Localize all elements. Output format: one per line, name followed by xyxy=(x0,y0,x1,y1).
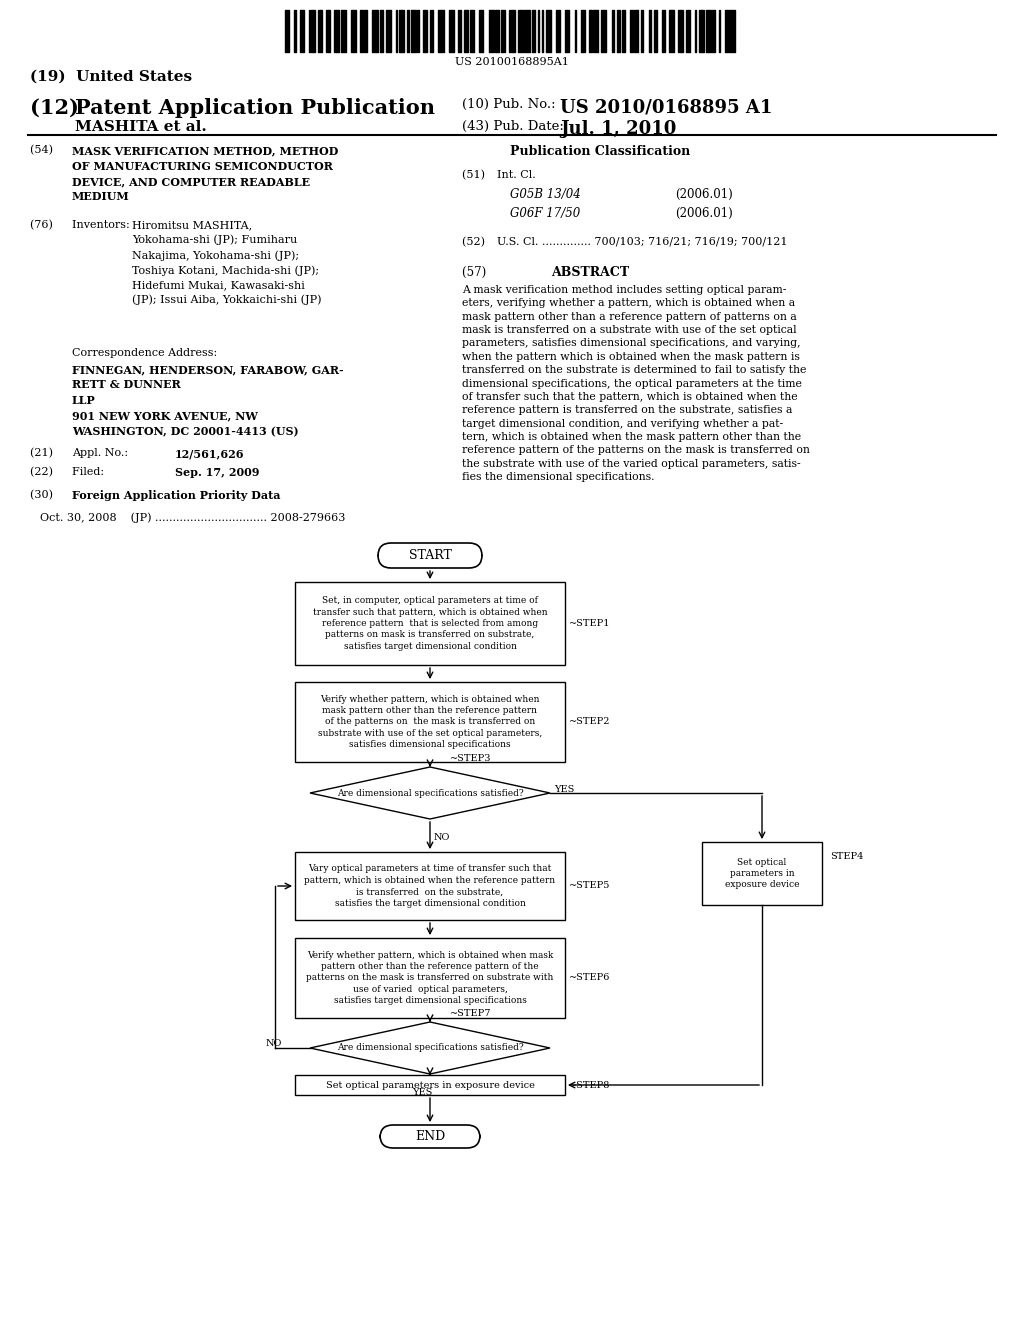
Text: Filed:: Filed: xyxy=(72,467,157,477)
Text: Set optical
parameters in
exposure device: Set optical parameters in exposure devic… xyxy=(725,858,800,890)
Text: (51): (51) xyxy=(462,170,492,181)
Text: Jul. 1, 2010: Jul. 1, 2010 xyxy=(560,120,677,139)
Text: (43) Pub. Date:: (43) Pub. Date: xyxy=(462,120,564,133)
Text: ~STEP2: ~STEP2 xyxy=(569,718,610,726)
Text: Set, in computer, optical parameters at time of
transfer such that pattern, whic: Set, in computer, optical parameters at … xyxy=(312,597,547,651)
Text: YES: YES xyxy=(554,784,574,793)
Text: (54): (54) xyxy=(30,145,60,156)
Text: (21): (21) xyxy=(30,447,60,458)
Polygon shape xyxy=(310,1022,550,1074)
Text: Patent Application Publication: Patent Application Publication xyxy=(75,98,435,117)
Text: MASK VERIFICATION METHOD, METHOD
OF MANUFACTURING SEMICONDUCTOR
DEVICE, AND COMP: MASK VERIFICATION METHOD, METHOD OF MANU… xyxy=(72,145,338,202)
Text: (10) Pub. No.:: (10) Pub. No.: xyxy=(462,98,556,111)
Text: Publication Classification: Publication Classification xyxy=(510,145,690,158)
Text: Verify whether pattern, which is obtained when mask
pattern other than the refer: Verify whether pattern, which is obtaine… xyxy=(306,950,554,1006)
FancyBboxPatch shape xyxy=(380,1125,480,1148)
Bar xyxy=(295,939,565,1018)
Text: Verify whether pattern, which is obtained when
mask pattern other than the refer: Verify whether pattern, which is obtaine… xyxy=(317,694,542,750)
Text: Set optical parameters in exposure device: Set optical parameters in exposure devic… xyxy=(326,1081,535,1089)
Text: Are dimensional specifications satisfied?: Are dimensional specifications satisfied… xyxy=(337,1044,523,1052)
Text: Are dimensional specifications satisfied?: Are dimensional specifications satisfied… xyxy=(337,788,523,797)
Text: (2006.01): (2006.01) xyxy=(675,187,733,201)
Text: G06F 17/50: G06F 17/50 xyxy=(510,207,581,220)
Text: STEP4: STEP4 xyxy=(830,851,863,861)
Text: ~STEP6: ~STEP6 xyxy=(569,974,610,982)
Text: Int. Cl.: Int. Cl. xyxy=(497,170,536,180)
Text: ABSTRACT: ABSTRACT xyxy=(551,267,629,279)
Text: Sep. 17, 2009: Sep. 17, 2009 xyxy=(175,467,259,478)
Text: Oct. 30, 2008    (JP) ................................ 2008-279663: Oct. 30, 2008 (JP) .....................… xyxy=(40,512,345,523)
Text: (19)  United States: (19) United States xyxy=(30,70,193,84)
Bar xyxy=(702,842,822,906)
Text: ~STEP7: ~STEP7 xyxy=(450,1008,492,1018)
Text: (12): (12) xyxy=(30,98,86,117)
Text: (76): (76) xyxy=(30,220,59,230)
Text: (57): (57) xyxy=(462,267,494,279)
Text: Inventors:: Inventors: xyxy=(72,220,137,230)
Text: Foreign Application Priority Data: Foreign Application Priority Data xyxy=(72,490,281,502)
Text: (30): (30) xyxy=(30,490,60,500)
Text: ~STEP5: ~STEP5 xyxy=(569,882,610,891)
Text: Appl. No.:: Appl. No.: xyxy=(72,447,153,458)
Text: FINNEGAN, HENDERSON, FARABOW, GAR-
RETT & DUNNER
LLP
901 NEW YORK AVENUE, NW
WAS: FINNEGAN, HENDERSON, FARABOW, GAR- RETT … xyxy=(72,364,344,437)
Text: (52): (52) xyxy=(462,238,492,247)
Text: MASHITA et al.: MASHITA et al. xyxy=(75,120,207,135)
Bar xyxy=(295,682,565,762)
Text: NO: NO xyxy=(434,833,451,842)
Text: U.S. Cl. .............. 700/103; 716/21; 716/19; 700/121: U.S. Cl. .............. 700/103; 716/21;… xyxy=(497,238,787,247)
Bar xyxy=(295,582,565,665)
Text: Vary optical parameters at time of transfer such that
pattern, which is obtained: Vary optical parameters at time of trans… xyxy=(304,865,556,908)
Text: Correspondence Address:: Correspondence Address: xyxy=(72,348,217,358)
Text: ~STEP8: ~STEP8 xyxy=(569,1081,610,1089)
Text: ~STEP1: ~STEP1 xyxy=(569,619,610,628)
Text: 12/561,626: 12/561,626 xyxy=(175,447,245,459)
Text: YES: YES xyxy=(412,1088,432,1097)
Text: US 2010/0168895 A1: US 2010/0168895 A1 xyxy=(560,98,772,116)
Polygon shape xyxy=(310,767,550,818)
Text: START: START xyxy=(409,549,452,562)
Text: Hiromitsu MASHITA,
Yokohama-shi (JP); Fumiharu
Nakajima, Yokohama-shi (JP);
Tosh: Hiromitsu MASHITA, Yokohama-shi (JP); Fu… xyxy=(132,220,322,305)
Bar xyxy=(295,851,565,920)
Text: A mask verification method includes setting optical param-
eters, verifying whet: A mask verification method includes sett… xyxy=(462,285,810,482)
Text: (22): (22) xyxy=(30,467,60,478)
Text: (2006.01): (2006.01) xyxy=(675,207,733,220)
Bar xyxy=(295,1074,565,1096)
Text: END: END xyxy=(415,1130,445,1143)
FancyBboxPatch shape xyxy=(378,543,482,568)
Text: NO: NO xyxy=(265,1040,282,1048)
Text: ~STEP3: ~STEP3 xyxy=(450,754,492,763)
Text: US 20100168895A1: US 20100168895A1 xyxy=(455,57,569,67)
Text: G05B 13/04: G05B 13/04 xyxy=(510,187,581,201)
